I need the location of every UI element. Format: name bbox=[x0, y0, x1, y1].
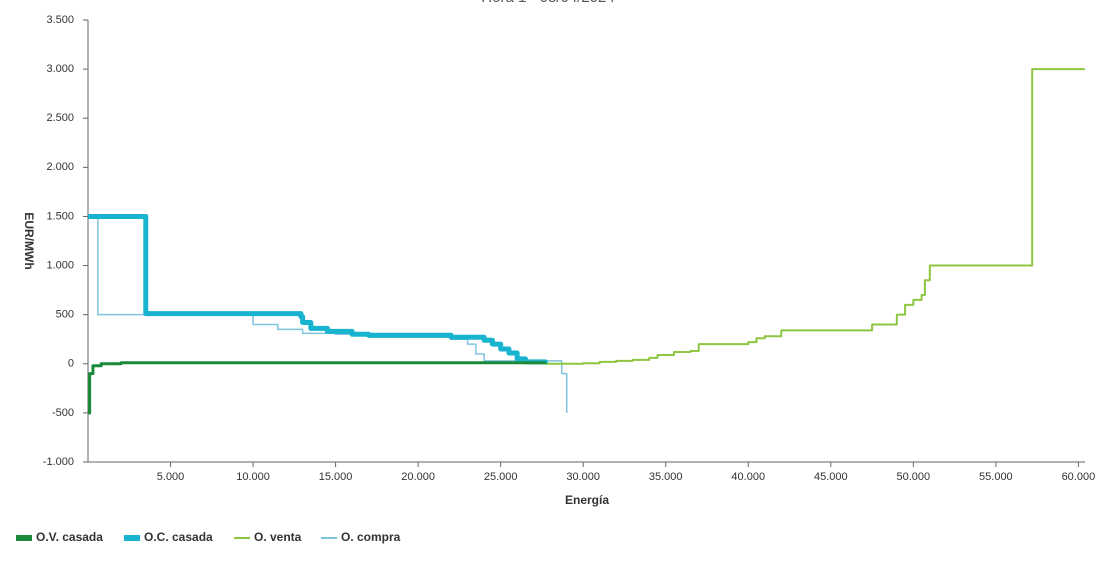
y-tick-label: 2.500 bbox=[46, 112, 74, 124]
x-tick-label: 5.000 bbox=[157, 471, 185, 483]
legend-swatch bbox=[234, 537, 250, 539]
x-axis-label: Energía bbox=[565, 493, 609, 507]
y-tick-label: 3.000 bbox=[46, 63, 74, 75]
legend-label: O.C. casada bbox=[144, 530, 213, 544]
x-tick-label: 35.000 bbox=[649, 471, 683, 483]
x-tick-label: 50.000 bbox=[897, 471, 931, 483]
x-tick-label: 55.000 bbox=[979, 471, 1013, 483]
y-tick-label: 1.000 bbox=[46, 259, 74, 271]
x-tick-label: 45.000 bbox=[814, 471, 848, 483]
y-axis-label: EUR/MWh bbox=[22, 212, 36, 269]
y-tick-label: 0 bbox=[68, 358, 74, 370]
y-tick-label: 3.500 bbox=[46, 14, 74, 26]
legend-label: O. compra bbox=[341, 530, 401, 544]
x-tick-label: 20.000 bbox=[401, 471, 435, 483]
y-tick-label: -500 bbox=[52, 407, 74, 419]
y-tick-label: 1.500 bbox=[46, 210, 74, 222]
legend-label: O.V. casada bbox=[36, 530, 103, 544]
x-tick-label: 10.000 bbox=[236, 471, 270, 483]
legend-label: O. venta bbox=[254, 530, 302, 544]
series-line bbox=[88, 213, 548, 365]
series-line bbox=[545, 68, 1085, 365]
legend-swatch bbox=[124, 535, 140, 541]
y-tick-label: -1.000 bbox=[43, 456, 74, 468]
series-line bbox=[88, 361, 547, 415]
y-tick-label: 500 bbox=[56, 309, 74, 321]
chart-title: Hora 1 - 08/04/2024 bbox=[481, 0, 614, 6]
x-tick-label: 15.000 bbox=[319, 471, 353, 483]
x-tick-label: 40.000 bbox=[731, 471, 765, 483]
legend-swatch bbox=[321, 537, 337, 539]
x-tick-label: 30.000 bbox=[566, 471, 600, 483]
x-tick-label: 60.000 bbox=[1062, 471, 1096, 483]
x-tick-label: 25.000 bbox=[484, 471, 518, 483]
legend-swatch bbox=[16, 535, 32, 541]
y-tick-label: 2.000 bbox=[46, 161, 74, 173]
